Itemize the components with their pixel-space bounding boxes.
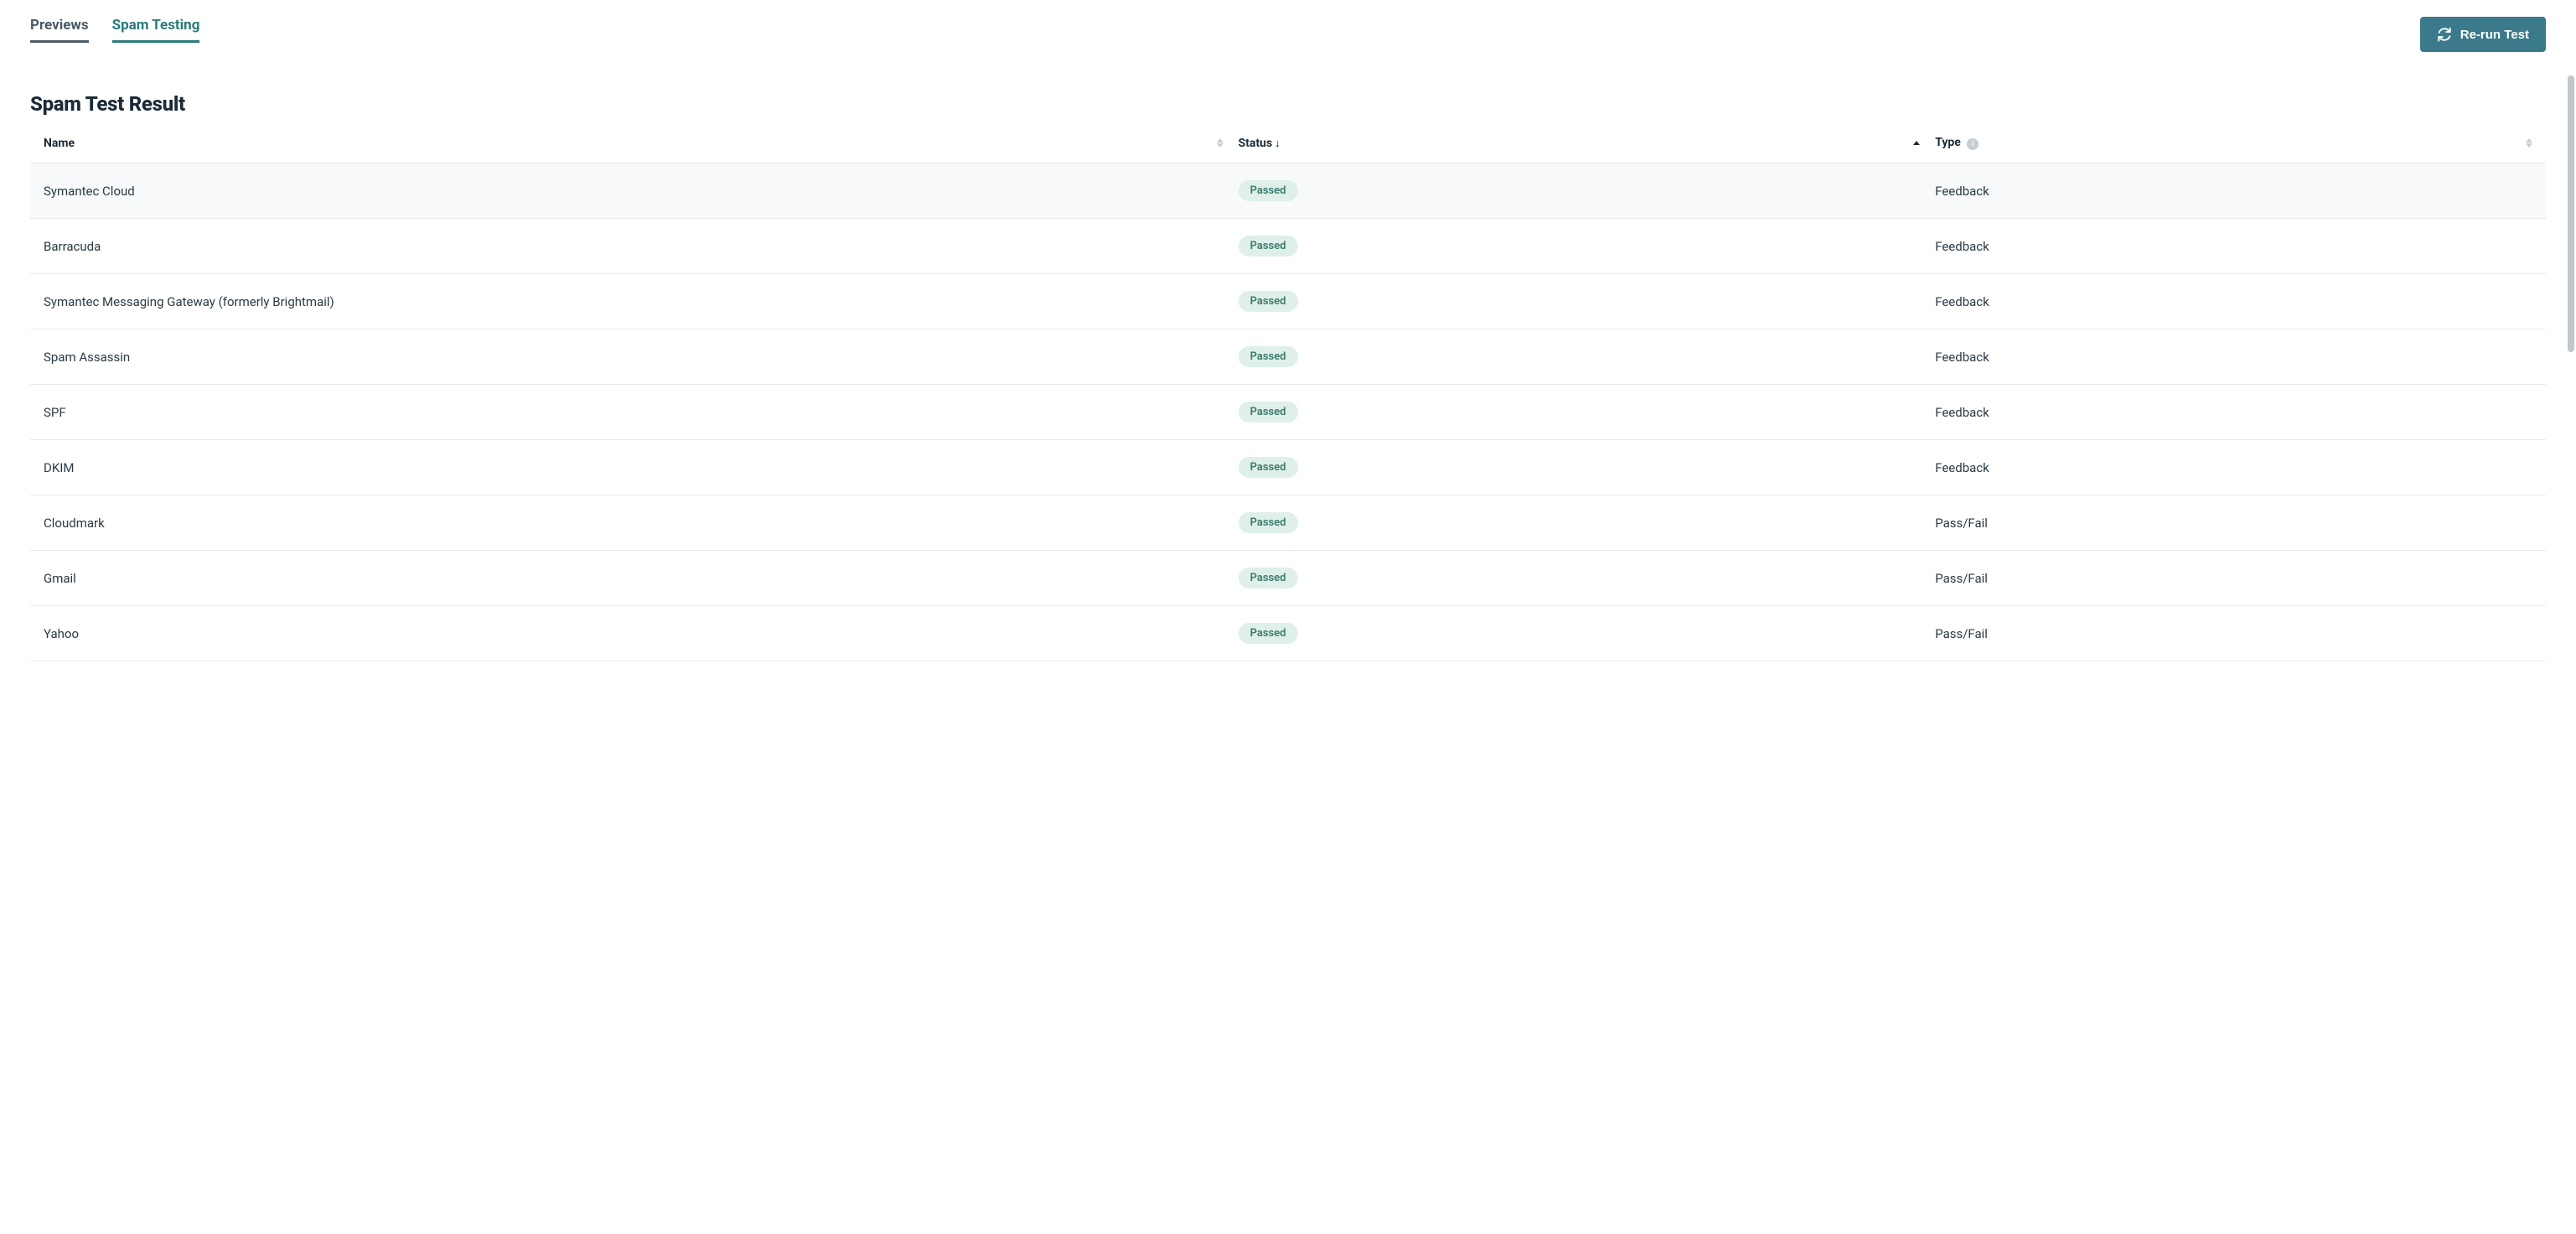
table-row[interactable]: Yahoo Passed Pass/Fail [30,606,2546,661]
cell-status: Passed [1239,457,1936,478]
column-header-status[interactable]: Status↓ [1239,136,1936,150]
rerun-test-label: Re-run Test [2460,28,2529,42]
table-header: Name Status↓ Type i [30,136,2546,163]
table-row[interactable]: Barracuda Passed Feedback [30,219,2546,274]
cell-status: Passed [1239,512,1936,533]
results-table: Name Status↓ Type i [30,136,2546,661]
cell-name: Barracuda [44,239,1239,254]
cell-type: Pass/Fail [1935,571,2532,586]
table-body: Symantec Cloud Passed Feedback Barracuda… [30,163,2546,661]
tabs-nav: Previews Spam Testing [30,17,199,43]
column-header-type[interactable]: Type i [1935,136,2532,150]
table-row[interactable]: SPF Passed Feedback [30,385,2546,440]
cell-status: Passed [1239,402,1936,423]
cell-status: Passed [1239,623,1936,644]
rerun-test-button[interactable]: Re-run Test [2420,17,2546,52]
column-type-label: Type [1935,136,1961,149]
status-badge: Passed [1239,291,1298,312]
cell-status: Passed [1239,346,1936,367]
cell-type: Feedback [1935,350,2532,365]
table-row[interactable]: DKIM Passed Feedback [30,440,2546,495]
sort-icon [1913,141,1920,145]
cell-type: Feedback [1935,294,2532,309]
table-row[interactable]: Symantec Messaging Gateway (formerly Bri… [30,274,2546,329]
tab-spam-testing[interactable]: Spam Testing [112,17,200,43]
sort-icon [2526,138,2532,148]
cell-name: Symantec Messaging Gateway (formerly Bri… [44,294,1239,309]
cell-type: Feedback [1935,239,2532,254]
cell-name: Gmail [44,571,1239,586]
cell-type: Feedback [1935,405,2532,420]
cell-type: Pass/Fail [1935,626,2532,641]
cell-name: Spam Assassin [44,350,1239,365]
header-row: Previews Spam Testing Re-run Test [30,17,2546,52]
column-name-label: Name [44,137,75,150]
status-badge: Passed [1239,623,1298,644]
status-badge: Passed [1239,402,1298,423]
info-icon[interactable]: i [1967,138,1979,150]
status-badge: Passed [1239,512,1298,533]
cell-name: DKIM [44,460,1239,475]
page-root: Previews Spam Testing Re-run Test Spam T… [0,0,2576,661]
table-row[interactable]: Gmail Passed Pass/Fail [30,551,2546,606]
table-row[interactable]: Cloudmark Passed Pass/Fail [30,495,2546,551]
tab-previews[interactable]: Previews [30,17,89,43]
refresh-icon [2437,27,2452,42]
cell-type: Feedback [1935,184,2532,199]
cell-status: Passed [1239,568,1936,588]
column-status-label: Status [1239,137,1273,150]
table-row[interactable]: Symantec Cloud Passed Feedback [30,163,2546,219]
sort-icon [1217,138,1223,148]
section-title: Spam Test Result [30,92,2546,116]
cell-name: Yahoo [44,626,1239,641]
column-header-name[interactable]: Name [44,136,1239,150]
sort-down-arrow-icon: ↓ [1275,137,1280,150]
scrollbar[interactable] [2568,75,2574,352]
cell-name: Symantec Cloud [44,184,1239,199]
status-badge: Passed [1239,236,1298,257]
cell-status: Passed [1239,180,1936,201]
cell-type: Feedback [1935,460,2532,475]
cell-name: Cloudmark [44,516,1239,531]
table-row[interactable]: Spam Assassin Passed Feedback [30,329,2546,385]
status-badge: Passed [1239,180,1298,201]
cell-name: SPF [44,405,1239,420]
cell-status: Passed [1239,291,1936,312]
cell-status: Passed [1239,236,1936,257]
status-badge: Passed [1239,346,1298,367]
cell-type: Pass/Fail [1935,516,2532,531]
status-badge: Passed [1239,568,1298,588]
status-badge: Passed [1239,457,1298,478]
